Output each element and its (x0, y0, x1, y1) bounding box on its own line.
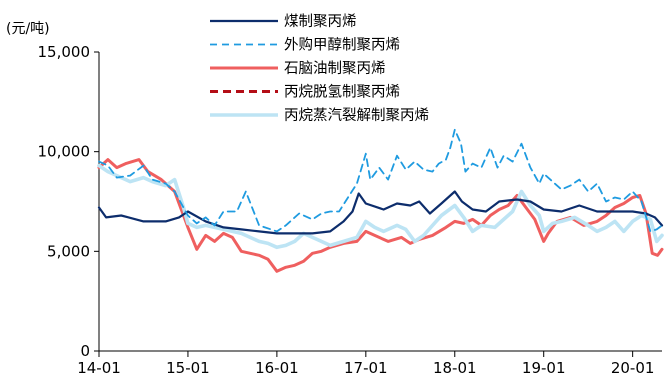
legend-label-3: 石脑油制聚丙烯 (284, 60, 386, 77)
x-tick-label: 20-01 (611, 359, 655, 377)
y-tick-label: 10,000 (38, 143, 91, 161)
series-line-2 (98, 128, 663, 233)
series-line-3 (97, 158, 664, 273)
y-tick-label: 5,000 (47, 242, 90, 260)
x-tick-label: 17-01 (344, 359, 388, 377)
axes: 0 5,000 10,000 15,000 14-01 15-01 16-01 17-01 18… (38, 43, 662, 377)
x-tick-label: 14-01 (77, 359, 121, 377)
series-line-5 (97, 163, 664, 250)
legend-label-2: 外购甲醇制聚丙烯 (284, 37, 400, 54)
legend-label-1: 煤制聚丙烯 (284, 13, 357, 30)
legend-label-4: 丙烷脱氢制聚丙烯 (284, 84, 400, 101)
x-tick-label: 19-01 (522, 359, 566, 377)
x-tick-label: 18-01 (433, 359, 477, 377)
y-tick-label: 15,000 (38, 43, 91, 61)
y-unit-label: (元/吨) (6, 21, 50, 37)
y-tick-label: 0 (80, 342, 90, 360)
x-tick-label: 15-01 (166, 359, 210, 377)
series-layer (97, 128, 664, 273)
series-line-1 (97, 190, 664, 235)
x-tick-label: 16-01 (255, 359, 299, 377)
legend-label-5: 丙烷蒸汽裂解制聚丙烯 (284, 107, 429, 124)
